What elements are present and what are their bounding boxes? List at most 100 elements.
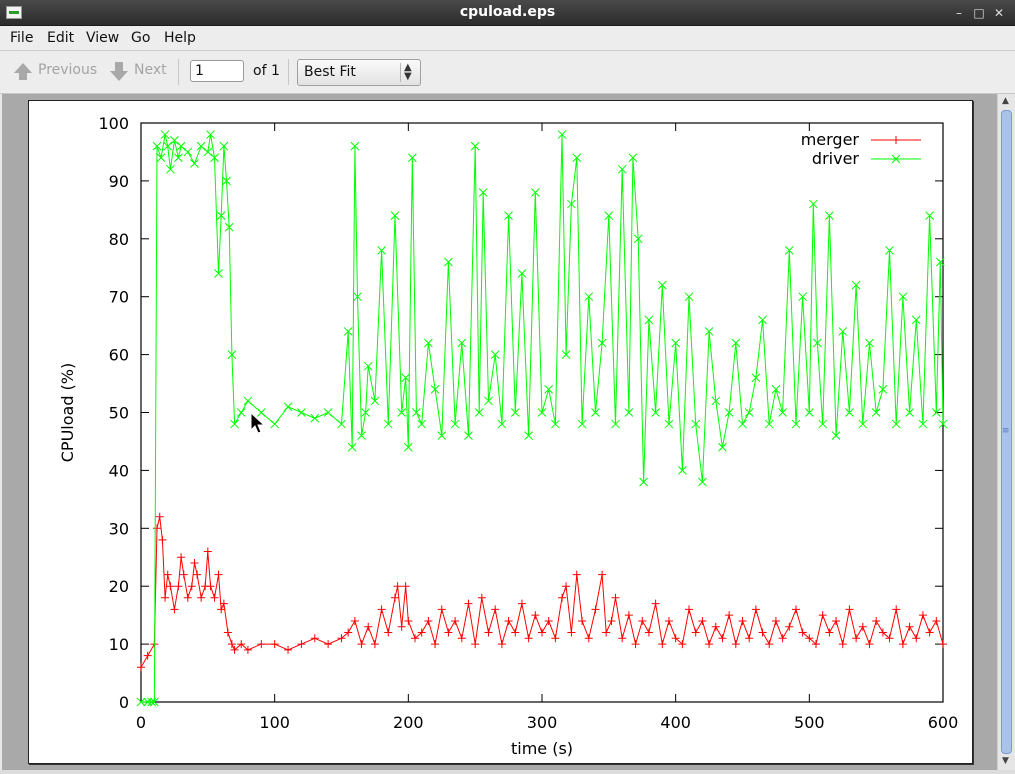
data-point	[404, 616, 413, 625]
data-point	[531, 611, 540, 620]
data-point	[464, 599, 473, 608]
x-tick-label: 300	[527, 713, 558, 732]
menu-edit[interactable]: Edit	[47, 30, 75, 46]
data-point	[450, 419, 460, 429]
data-point	[628, 153, 638, 163]
data-point	[390, 211, 400, 220]
data-point	[912, 634, 921, 643]
menu-go[interactable]: Go	[131, 30, 151, 46]
data-point	[738, 419, 747, 429]
data-point	[504, 616, 513, 625]
data-point	[474, 408, 484, 417]
data-point	[407, 153, 417, 163]
data-point	[845, 605, 854, 614]
data-point	[411, 634, 420, 643]
data-point	[403, 442, 413, 452]
data-point	[230, 645, 239, 654]
data-point	[764, 419, 774, 429]
data-point	[725, 611, 734, 620]
data-point	[347, 442, 357, 452]
data-point	[918, 611, 927, 620]
data-point	[424, 616, 433, 625]
data-point	[491, 605, 500, 614]
close-icon[interactable]: ✕	[993, 6, 1005, 20]
menu-bar: File Edit View Go Help	[0, 26, 1015, 51]
minimize-icon[interactable]: –	[956, 6, 962, 20]
data-point	[219, 141, 229, 151]
scroll-down-icon[interactable]: ▼	[1002, 756, 1009, 766]
data-point	[401, 373, 411, 383]
y-tick-label: 60	[109, 346, 129, 365]
data-point	[858, 419, 868, 429]
data-point	[852, 634, 861, 643]
data-point	[163, 570, 172, 579]
data-point	[424, 338, 433, 348]
data-point	[147, 697, 157, 707]
data-point	[567, 199, 576, 209]
page-number-input[interactable]	[190, 60, 244, 82]
data-point	[430, 384, 440, 394]
zoom-value: Best Fit	[304, 64, 356, 80]
maximize-icon[interactable]: □	[973, 6, 985, 20]
scrollbar-thumb[interactable]	[1001, 110, 1012, 754]
data-point	[724, 408, 734, 417]
document-view[interactable]: 0 10 20 30 40 50 60 70 80 90 100 0 100 200 300 400 500 60…	[2, 94, 997, 770]
data-point	[203, 547, 212, 556]
menu-view[interactable]: View	[86, 30, 120, 46]
next-label: Next	[134, 62, 167, 78]
data-point	[671, 634, 680, 643]
vertical-scrollbar[interactable]: ▲ ≡ ▼	[997, 94, 1015, 770]
data-point	[691, 628, 700, 637]
data-point	[350, 616, 359, 625]
document-page: 0 10 20 30 40 50 60 70 80 90 100 0 100 200 300 400 500 60…	[28, 100, 973, 764]
data-point	[698, 477, 707, 487]
data-point	[484, 628, 493, 637]
data-point	[370, 640, 379, 649]
menu-file[interactable]: File	[10, 30, 34, 46]
data-point	[477, 593, 486, 602]
scroll-up-icon[interactable]: ▲	[1002, 96, 1009, 106]
data-point	[384, 628, 393, 637]
data-point	[872, 616, 881, 625]
data-point	[383, 419, 393, 429]
data-point	[353, 292, 362, 302]
data-point	[214, 570, 223, 579]
x-tick-label: 200	[393, 713, 424, 732]
y-tick-label: 80	[109, 230, 129, 249]
data-point	[210, 593, 219, 602]
data-point	[357, 640, 366, 649]
data-point	[572, 570, 581, 579]
toolbar-separator	[178, 59, 179, 85]
data-point	[206, 130, 215, 139]
data-point	[938, 419, 948, 429]
data-point	[284, 645, 293, 654]
data-point	[161, 593, 170, 602]
data-point	[517, 269, 527, 278]
data-point	[170, 605, 179, 614]
data-point	[437, 431, 447, 441]
data-point	[166, 164, 175, 174]
data-point	[698, 616, 707, 625]
data-point	[397, 408, 407, 417]
data-point	[544, 384, 554, 394]
data-point	[283, 402, 293, 412]
page-total-label: of 1	[253, 63, 280, 79]
data-point	[865, 338, 874, 348]
x-tick-label: 100	[259, 713, 290, 732]
data-point	[871, 408, 881, 417]
data-point	[892, 605, 901, 614]
series-line-driver	[141, 134, 944, 703]
data-point	[490, 350, 500, 359]
arrow-down-icon	[110, 71, 128, 81]
cpuload-chart: 0 10 20 30 40 50 60 70 80 90 100 0 100 200 300 400 500 60…	[58, 114, 958, 758]
menu-help[interactable]: Help	[164, 30, 196, 46]
data-point	[771, 384, 781, 394]
previous-label: Previous	[38, 62, 98, 78]
zoom-select[interactable]: Best Fit ▲ ▼	[297, 59, 421, 86]
legend-marker-driver	[891, 154, 901, 164]
data-point	[664, 419, 674, 429]
data-point	[631, 640, 640, 649]
data-point	[865, 640, 874, 649]
data-point	[611, 593, 620, 602]
y-tick-label: 20	[109, 577, 129, 596]
